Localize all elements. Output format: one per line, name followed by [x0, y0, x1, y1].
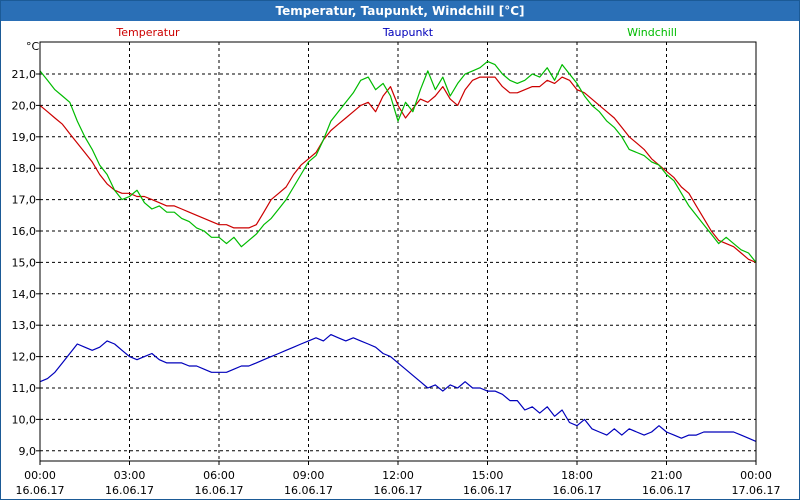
x-tick-time: 12:00	[382, 469, 414, 482]
x-tick-time: 00:00	[740, 469, 772, 482]
y-tick-label: 17,0	[12, 194, 37, 207]
x-tick-date: 16.06.17	[16, 484, 65, 497]
y-tick-label: 9,0	[19, 445, 37, 458]
y-tick-label: 10,0	[12, 413, 37, 426]
x-tick-time: 09:00	[293, 469, 325, 482]
x-tick-time: 03:00	[114, 469, 146, 482]
y-tick-label: 15,0	[12, 256, 37, 269]
y-tick-label: 14,0	[12, 288, 37, 301]
y-tick-label: 12,0	[12, 351, 37, 364]
y-tick-label: 11,0	[12, 382, 37, 395]
y-axis: 9,0 10,0 11,0 12,0 13,0 14,0 15,0 16,0 17,0 18,0 1…	[12, 68, 40, 458]
series-line-windchill	[39, 60, 757, 263]
x-tick-date: 17.06.17	[732, 484, 781, 497]
series-line-temperatur	[39, 76, 757, 263]
y-tick-label: 18,0	[12, 162, 37, 175]
chart-series	[39, 60, 757, 442]
x-tick-date: 16.06.17	[463, 484, 512, 497]
legend-entry-taupunkt: Taupunkt	[382, 26, 434, 39]
x-tick-date: 16.06.17	[105, 484, 154, 497]
x-tick-date: 16.06.17	[284, 484, 333, 497]
x-tick-time: 00:00	[24, 469, 56, 482]
x-tick-time: 18:00	[561, 469, 593, 482]
y-tick-label: 19,0	[12, 131, 37, 144]
y-tick-label: 20,0	[12, 99, 37, 112]
x-tick-time: 06:00	[203, 469, 235, 482]
y-tick-label: 16,0	[12, 225, 37, 238]
y-tick-label: 21,0	[12, 68, 37, 81]
legend-entry-windchill: Windchill	[627, 26, 677, 39]
x-tick-date: 16.06.17	[374, 484, 423, 497]
x-tick-date: 16.06.17	[195, 484, 244, 497]
y-tick-label: 13,0	[12, 319, 37, 332]
x-tick-date: 16.06.17	[553, 484, 602, 497]
y-axis-unit-label: °C	[26, 40, 40, 53]
x-axis: 00:00 16.06.17 03:00 16.06.17 06:00 16.06.17 0…	[16, 461, 781, 497]
plot-area-border	[39, 41, 757, 462]
x-tick-time: 15:00	[472, 469, 504, 482]
x-tick-date: 16.06.17	[642, 484, 691, 497]
series-line-taupunkt	[39, 334, 757, 442]
chart-title: Temperatur, Taupunkt, Windchill [°C]	[1, 1, 799, 21]
chart-legend: Temperatur Taupunkt Windchill	[115, 26, 677, 39]
x-tick-time: 21:00	[651, 469, 683, 482]
legend-entry-temperatur: Temperatur	[115, 26, 180, 39]
